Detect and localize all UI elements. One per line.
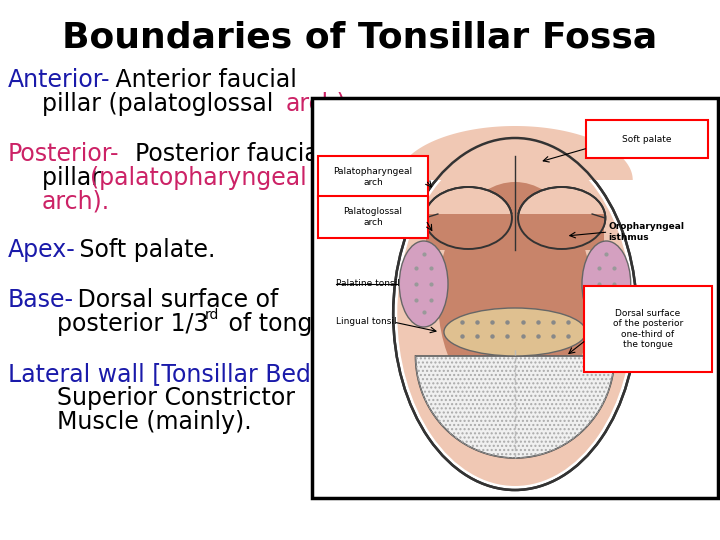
Text: (palatopharyngeal: (palatopharyngeal [90, 166, 307, 190]
Text: Posterior faucial: Posterior faucial [120, 142, 325, 166]
Ellipse shape [400, 241, 448, 327]
Text: Boundaries of Tonsillar Fossa: Boundaries of Tonsillar Fossa [63, 20, 657, 54]
Text: Muscle (mainly).: Muscle (mainly). [42, 410, 251, 434]
Ellipse shape [397, 142, 633, 486]
Text: pillar: pillar [42, 166, 109, 190]
FancyBboxPatch shape [586, 120, 708, 158]
Ellipse shape [425, 187, 512, 249]
Text: arch).: arch). [42, 190, 110, 214]
Bar [426, 214, 604, 250]
Ellipse shape [518, 187, 606, 249]
Text: Posterior-: Posterior- [8, 142, 120, 166]
Text: arch).: arch). [286, 92, 354, 116]
Text: posterior 1/3: posterior 1/3 [42, 312, 209, 336]
Text: Base-: Base- [8, 288, 74, 312]
Ellipse shape [393, 138, 636, 490]
Polygon shape [415, 356, 614, 458]
Text: Apex-: Apex- [8, 238, 76, 262]
Text: Dorsal surface of: Dorsal surface of [70, 288, 279, 312]
Text: Palatine tonsil: Palatine tonsil [336, 280, 400, 288]
Polygon shape [397, 126, 633, 180]
Text: of tongue.: of tongue. [221, 312, 349, 336]
Text: Superior Constrictor: Superior Constrictor [42, 386, 295, 410]
Text: Palatoglossal
arch: Palatoglossal arch [343, 207, 402, 227]
Text: Lingual tonsil: Lingual tonsil [336, 318, 397, 327]
Ellipse shape [438, 182, 592, 414]
Text: Soft palate.: Soft palate. [72, 238, 215, 262]
Text: rd: rd [205, 308, 220, 322]
FancyBboxPatch shape [584, 286, 712, 372]
Text: Palatopharyngeal
arch: Palatopharyngeal arch [333, 167, 413, 187]
Ellipse shape [582, 241, 631, 327]
Text: Soft palate: Soft palate [622, 134, 672, 144]
FancyBboxPatch shape [318, 196, 428, 238]
Text: Lateral wall [Tonsillar Bed]-: Lateral wall [Tonsillar Bed]- [8, 362, 328, 386]
Text: Anterior faucial: Anterior faucial [108, 68, 297, 92]
Ellipse shape [444, 308, 586, 356]
Text: Dorsal surface
of the posterior
one-third of
the tongue: Dorsal surface of the posterior one-thir… [613, 309, 683, 349]
FancyBboxPatch shape [312, 98, 718, 498]
FancyBboxPatch shape [318, 156, 428, 198]
Text: pillar (palatoglossal: pillar (palatoglossal [42, 92, 281, 116]
Text: Oropharyngeal
isthmus: Oropharyngeal isthmus [608, 222, 685, 242]
Text: Anterior-: Anterior- [8, 68, 110, 92]
